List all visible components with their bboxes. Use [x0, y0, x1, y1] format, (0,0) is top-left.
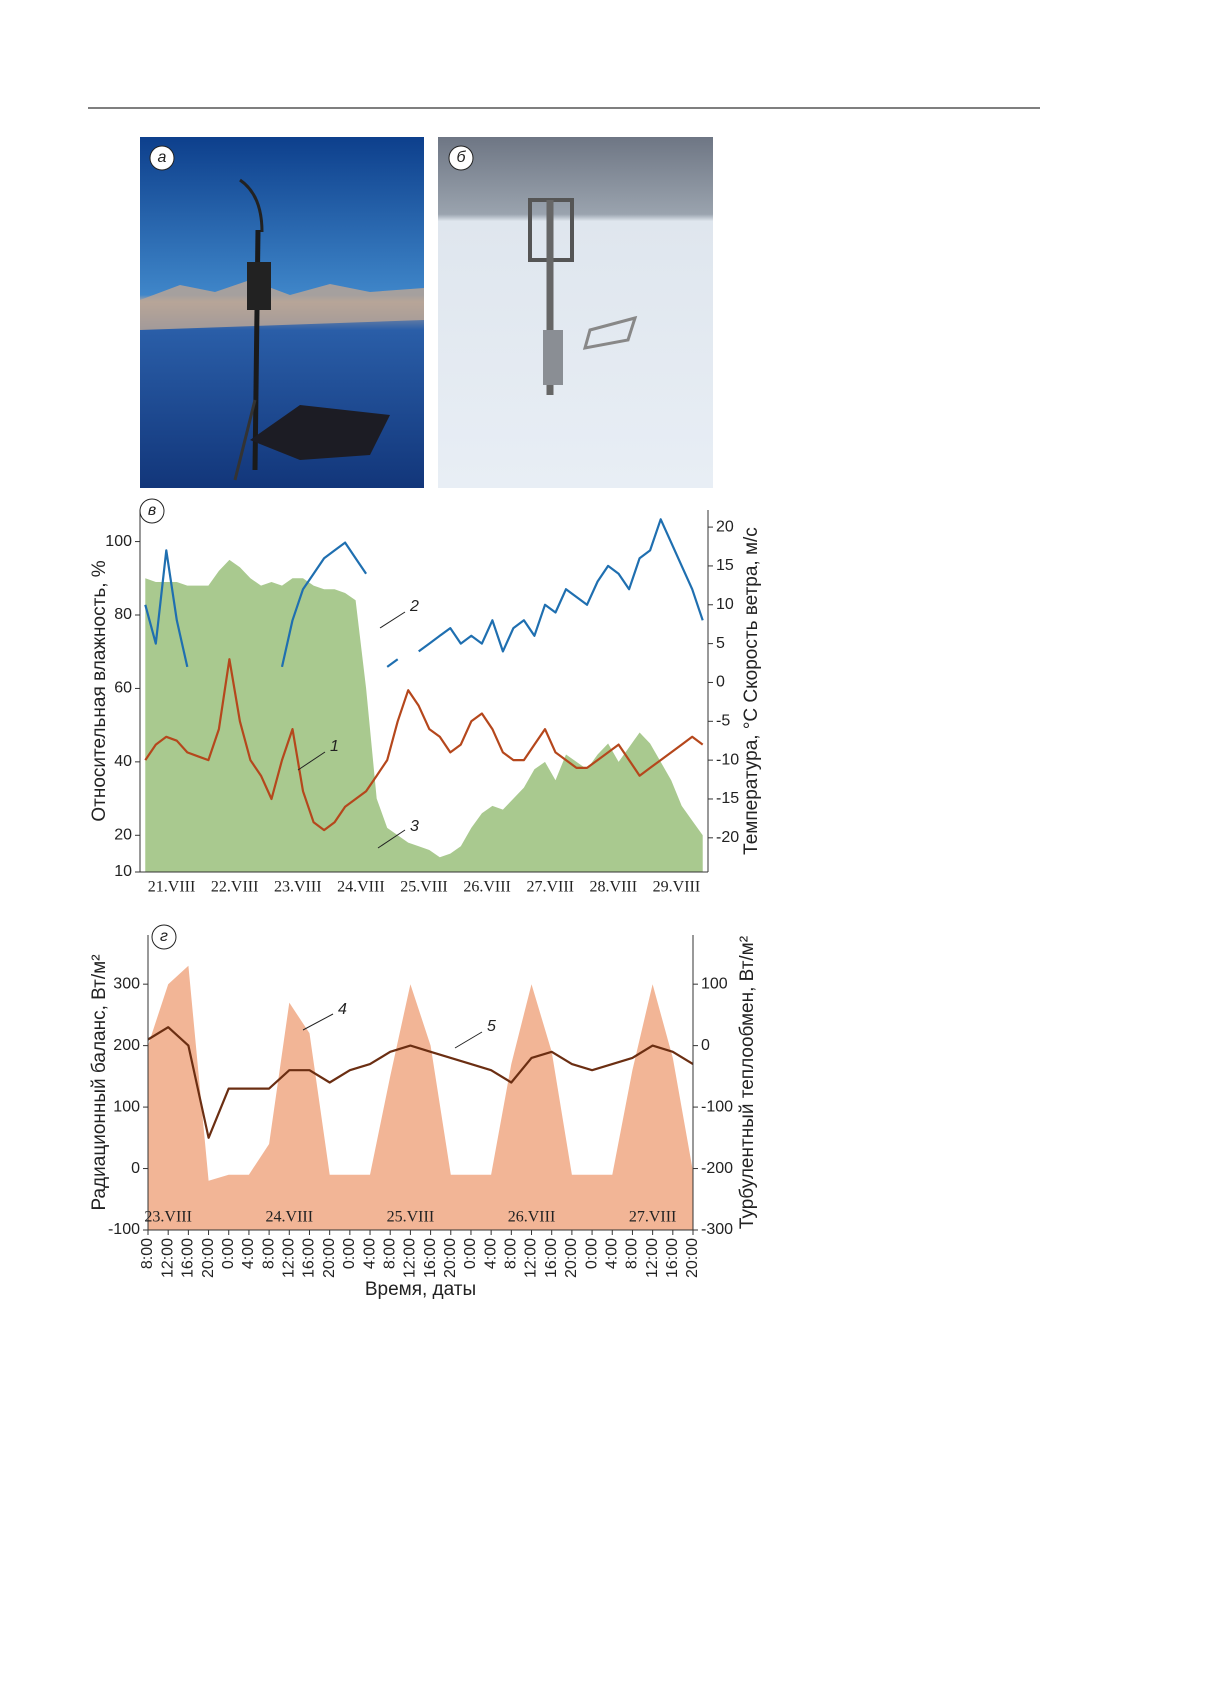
leader	[302, 1013, 334, 1031]
date-label: 24.VIII	[266, 1209, 314, 1226]
date-label: 27.VIII	[629, 1209, 677, 1226]
y2-tick-label: 0	[701, 1037, 710, 1054]
x-tick-label: 22.VIII	[211, 879, 259, 896]
area	[145, 559, 703, 872]
x-tick-label: 16:00	[301, 1238, 318, 1278]
x-tick-label: 12:00	[402, 1238, 419, 1278]
x-tick-label: 26.VIII	[463, 879, 511, 896]
date-label: 25.VIII	[387, 1209, 435, 1226]
photo-b	[438, 137, 713, 488]
x-axis-title: Время, даты	[365, 1279, 476, 1300]
y-tick-label: 80	[114, 606, 132, 623]
x-tick-label: 16:00	[664, 1238, 681, 1278]
x-tick-label: 16:00	[180, 1238, 197, 1278]
x-tick-label: 4:00	[240, 1238, 257, 1269]
x-tick-label: 20:00	[684, 1238, 701, 1278]
y-axis-title: Относительная влажность, %	[89, 560, 110, 821]
panel-badge	[151, 924, 177, 950]
y2-axis-title: Турбулентный теплообмен, Вт/м²	[737, 936, 758, 1229]
y2-axis-title: Температура, °С Скорость ветра, м/с	[741, 527, 762, 855]
y-tick-label: 60	[114, 680, 132, 697]
y-tick-label: 200	[113, 1037, 140, 1054]
x-tick-label: 4:00	[603, 1238, 620, 1269]
area	[148, 965, 693, 1230]
x-tick-label: 8:00	[260, 1238, 277, 1269]
y-tick-label: 20	[114, 827, 132, 844]
x-tick-label: 0:00	[462, 1238, 479, 1269]
x-tick-label: 12:00	[644, 1238, 661, 1278]
x-tick-label: 12:00	[159, 1238, 176, 1278]
x-tick-label: 21.VIII	[148, 879, 196, 896]
x-tick-label: 20:00	[321, 1238, 338, 1278]
x-tick-label: 20:00	[563, 1238, 580, 1278]
line	[144, 518, 704, 668]
y2-tick-label: 15	[716, 557, 734, 574]
leader	[454, 1031, 483, 1049]
y2-tick-label: 100	[701, 975, 728, 992]
x-tick-label: 16:00	[543, 1238, 560, 1278]
x-tick-label: 0:00	[341, 1238, 358, 1269]
x-tick-label: 8:00	[624, 1238, 641, 1269]
y2-tick-label: -15	[716, 790, 739, 807]
x-tick-label: 29.VIII	[653, 879, 701, 896]
x-tick-label: 25.VIII	[400, 879, 448, 896]
x-tick-label: 8:00	[503, 1238, 520, 1269]
y2-tick-label: -200	[701, 1160, 733, 1177]
photo-a	[140, 137, 424, 488]
y2-tick-label: 20	[716, 518, 734, 535]
y2-tick-label: 10	[716, 596, 734, 613]
leader	[377, 829, 406, 849]
panel-letter: а	[158, 149, 167, 166]
x-tick-label: 16:00	[422, 1238, 439, 1278]
y-tick-label: 100	[113, 1098, 140, 1115]
x-tick-label: 0:00	[220, 1238, 237, 1269]
y2-tick-label: -10	[716, 751, 739, 768]
y2-tick-label: 0	[716, 674, 725, 691]
x-tick-label: 27.VIII	[526, 879, 574, 896]
y-tick-label: 40	[114, 753, 132, 770]
y2-tick-label: -100	[701, 1098, 733, 1115]
y-tick-label: -100	[108, 1221, 140, 1238]
x-tick-label: 20:00	[442, 1238, 459, 1278]
x-tick-label: 8:00	[381, 1238, 398, 1269]
x-tick-label: 20:00	[200, 1238, 217, 1278]
annotation: 1	[330, 738, 339, 755]
panel-letter: г	[160, 928, 168, 945]
x-tick-label: 12:00	[281, 1238, 298, 1278]
y2-tick-label: -5	[716, 713, 730, 730]
y2-tick-label: -20	[716, 829, 739, 846]
x-tick-label: 24.VIII	[337, 879, 385, 896]
panel-letter: в	[148, 502, 156, 519]
x-tick-label: 28.VIII	[590, 879, 638, 896]
x-tick-label: 4:00	[482, 1238, 499, 1269]
annotation: 2	[409, 598, 419, 615]
date-label: 26.VIII	[508, 1209, 556, 1226]
x-tick-label: 23.VIII	[274, 879, 322, 896]
y2-tick-label: 5	[716, 635, 725, 652]
y-axis-title: Радиационный баланс, Вт/м²	[89, 954, 110, 1210]
line	[144, 658, 704, 832]
panel-badge	[149, 145, 175, 171]
annotation: 4	[338, 1001, 347, 1018]
y-tick-label: 10	[114, 863, 132, 880]
x-tick-label: 8:00	[139, 1238, 156, 1269]
y-tick-label: 100	[105, 533, 132, 550]
x-tick-label: 12:00	[523, 1238, 540, 1278]
annotation: 3	[410, 818, 419, 835]
leader	[379, 611, 406, 629]
y2-tick-label: -300	[701, 1221, 733, 1238]
y-tick-label: 0	[131, 1160, 140, 1177]
y-tick-label: 300	[113, 975, 140, 992]
date-label: 23.VIII	[144, 1209, 192, 1226]
annotation: 5	[487, 1018, 496, 1035]
panel-letter: б	[457, 149, 467, 166]
panel-badge	[139, 498, 165, 524]
x-tick-label: 4:00	[361, 1238, 378, 1269]
panel-badge	[448, 145, 474, 171]
x-tick-label: 0:00	[583, 1238, 600, 1269]
leader	[297, 751, 326, 771]
line	[147, 1026, 694, 1139]
